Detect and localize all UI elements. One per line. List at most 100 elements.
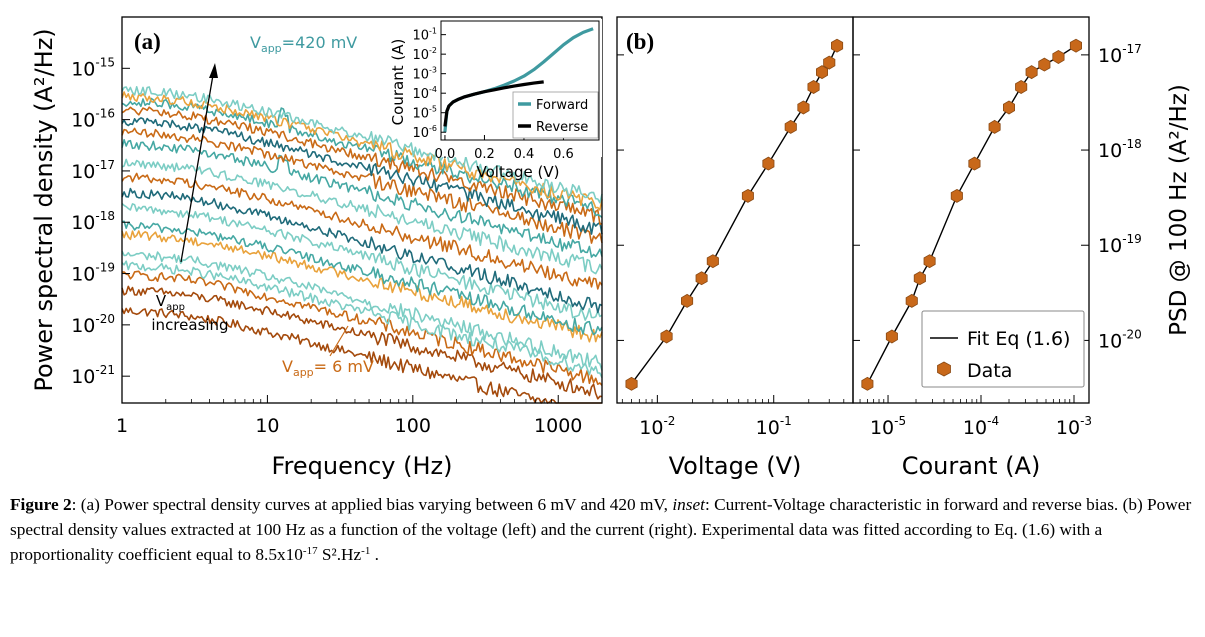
br-ytick-label: 10-17 xyxy=(1098,42,1142,67)
data-point xyxy=(762,156,775,171)
panel-b-right-frame xyxy=(852,16,1090,404)
panel-b-left-ticks: 10-2 10-1 xyxy=(617,54,845,439)
inset-frame xyxy=(440,20,600,141)
a-ytick-label: 10-16 xyxy=(71,107,115,132)
legend-fit-label: Fit Eq (1.6) xyxy=(967,328,1070,350)
panel-a-frame xyxy=(121,16,603,404)
data-point xyxy=(797,100,810,115)
psd-series-line xyxy=(121,158,603,275)
psd-series-line xyxy=(121,270,603,386)
data-point xyxy=(816,65,828,80)
psd-series-line xyxy=(121,187,603,314)
data-point xyxy=(1025,65,1038,80)
panel-b-right-chart: 10-5 10-4 10-3 10-17 10-18 10-19 10-20 Courant… xyxy=(852,16,1192,480)
psd-series-line xyxy=(121,307,602,404)
inset-series-group xyxy=(443,27,594,133)
psd-series-line xyxy=(121,202,603,321)
br-xtick-label: 10-5 xyxy=(870,414,906,439)
bl-xtick-label: 10-2 xyxy=(639,414,675,439)
panel-b-left-points xyxy=(625,38,844,391)
a-xtick-label: 10 xyxy=(255,415,279,437)
br-xtick-label: 10-4 xyxy=(963,414,999,439)
caption-inset-word: inset xyxy=(672,495,705,514)
data-point xyxy=(807,80,820,94)
br-ytick-label: 10-20 xyxy=(1098,327,1142,352)
psd-series-line xyxy=(121,220,603,336)
psd-series-line xyxy=(121,139,603,258)
panel-a-ylabel: Power spectral density (A²/Hz) xyxy=(30,28,58,391)
a-xtick-label: 100 xyxy=(395,415,431,437)
panel-a-label: (a) xyxy=(134,29,161,54)
bl-xtick-label: 10-1 xyxy=(756,414,792,439)
panel-b-legend: Fit Eq (1.6) Data xyxy=(921,310,1085,388)
data-point xyxy=(1003,100,1015,115)
caption-text-2: : Current-Voltage characteristic in forw… xyxy=(10,495,1192,564)
data-point xyxy=(885,329,898,344)
br-ytick-label: 10-19 xyxy=(1098,232,1142,257)
psd-series-line xyxy=(121,117,603,235)
a-ytick-label: 10-15 xyxy=(71,55,115,80)
data-point xyxy=(660,329,673,344)
data-point xyxy=(1038,57,1051,72)
psd-series-line xyxy=(121,106,603,225)
psd-series-line xyxy=(121,230,603,343)
a-ytick-label: 10-17 xyxy=(71,158,115,183)
psd-series-line xyxy=(121,250,603,371)
a-ytick-label: 10-20 xyxy=(71,312,115,337)
data-point xyxy=(695,271,708,286)
panel-b-legend-box xyxy=(921,310,1085,388)
br-ytick-label: 10-18 xyxy=(1098,137,1142,162)
data-point xyxy=(861,376,874,391)
data-point xyxy=(1069,38,1082,53)
inset-xtick-label: 0.0 xyxy=(435,147,456,162)
figure-caption: Figure 2: (a) Power spectral density cur… xyxy=(10,492,1195,567)
legend-forward-label: Forward xyxy=(536,98,588,113)
panel-a-psd-chart: 1 10 100 100010-1510-1610-1710-1810-1910-20… xyxy=(30,16,603,480)
inset-reverse-line xyxy=(443,80,544,127)
data-point xyxy=(923,254,936,269)
data-point xyxy=(950,188,963,203)
panel-b-right-ticks: 10-5 10-4 10-3 10-17 10-18 10-19 10-20 xyxy=(853,42,1142,439)
psd-series-line xyxy=(121,86,603,204)
data-point xyxy=(706,254,719,269)
inset-xtick-label: 0.2 xyxy=(474,147,495,162)
inset-ytick-label: 10-4 xyxy=(412,85,437,102)
increasing-label: increasing xyxy=(151,316,228,334)
inset-ytick-label: 10-2 xyxy=(412,46,437,63)
increasing-arrow-shaft xyxy=(180,74,214,263)
a-ytick-label: 10-18 xyxy=(71,209,115,234)
panel-b-right-xlabel: Courant (A) xyxy=(902,452,1041,480)
vapp-increasing-label: Vapp xyxy=(156,292,185,313)
a-xtick-label: 1 xyxy=(116,415,128,437)
increasing-arrow-head xyxy=(209,63,218,78)
inset-legend: Forward Reverse xyxy=(512,91,599,139)
inset-ticks: 0.0 0.2 0.4 0.6 10-1 10-2 10-3 10-4 10-5 10-6 xyxy=(412,27,573,162)
vapp-6-leader-line xyxy=(329,325,349,357)
a-xtick-label: 1000 xyxy=(534,415,582,437)
vapp-420-annotation: Vapp=420 mV xyxy=(250,33,357,55)
data-point xyxy=(741,188,754,203)
panel-a-ticks: 1 10 100 1000 10-15 10-16 10-17 10-18 10-19 10-20… xyxy=(71,55,603,437)
a-ytick-label: 10-19 xyxy=(71,261,115,286)
inset-legend-box xyxy=(512,91,599,139)
inset-xtick-label: 0.6 xyxy=(553,147,574,162)
inset-ytick-label: 10-5 xyxy=(412,105,437,122)
panel-b-left-xlabel: Voltage (V) xyxy=(669,452,802,480)
caption-text-1: : (a) Power spectral density curves at a… xyxy=(71,495,673,514)
inset-xtick-label: 0.4 xyxy=(514,147,535,162)
legend-data-label: Data xyxy=(967,360,1012,382)
inset-ytick-label: 10-1 xyxy=(412,27,437,44)
psd-series-group xyxy=(121,86,603,404)
psd-series-line xyxy=(121,172,603,290)
inset-ytick-label: 10-6 xyxy=(412,124,437,141)
data-point xyxy=(988,119,1001,134)
caption-text-3: S².Hz xyxy=(317,545,362,564)
inset-ytick-label: 10-3 xyxy=(412,66,437,83)
caption-exponent-1: -17 xyxy=(302,545,318,557)
psd-series-line xyxy=(121,91,603,211)
data-point xyxy=(905,293,918,308)
panel-b-label: (b) xyxy=(626,29,654,54)
data-point xyxy=(831,38,844,53)
psd-series-line xyxy=(121,285,603,400)
data-point xyxy=(1015,80,1028,94)
